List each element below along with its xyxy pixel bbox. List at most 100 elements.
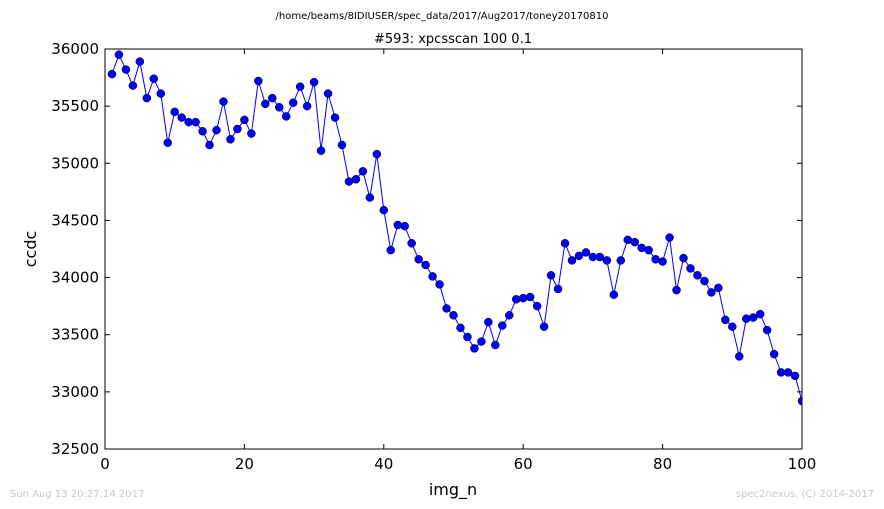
data-point <box>525 292 535 302</box>
data-series <box>107 50 802 406</box>
data-point <box>721 315 730 325</box>
data-point <box>560 239 570 248</box>
data-point <box>275 103 284 112</box>
y-tick-label: 33500 <box>51 326 99 344</box>
data-point <box>686 264 695 273</box>
data-point <box>741 314 751 323</box>
data-point <box>665 233 674 242</box>
y-axis-label: ccdc <box>21 231 40 268</box>
footer-timestamp: Sun Aug 13 20:27:14 2017 <box>10 489 144 500</box>
data-point <box>595 252 605 262</box>
x-tick-label: 40 <box>374 455 393 473</box>
data-point <box>386 245 396 255</box>
figure-suptitle: /home/beams/8IDIUSER/spec_data/2017/Aug2… <box>276 11 609 22</box>
data-point <box>254 76 263 86</box>
data-point <box>769 349 779 359</box>
data-point <box>797 396 802 406</box>
data-point <box>539 322 549 331</box>
data-point <box>247 129 256 138</box>
plot-frame <box>104 48 803 450</box>
data-point <box>240 115 249 125</box>
data-point <box>609 290 619 299</box>
data-point <box>302 101 312 111</box>
y-tick-label: 34000 <box>51 269 99 287</box>
data-point <box>191 117 200 127</box>
data-point <box>156 89 166 98</box>
y-tick-label: 32500 <box>51 440 99 458</box>
footer-credit: spec2nexus, (C) 2014-2017 <box>736 489 874 500</box>
data-point <box>219 97 228 106</box>
data-point <box>748 313 758 322</box>
data-point <box>358 167 368 176</box>
data-point <box>379 205 389 215</box>
data-point <box>630 237 639 247</box>
data-point <box>498 321 507 330</box>
data-point <box>177 113 186 122</box>
data-point <box>261 99 270 109</box>
data-point <box>400 221 409 231</box>
data-point <box>212 125 221 135</box>
data-point <box>281 112 291 121</box>
data-point <box>700 276 709 286</box>
data-point <box>226 135 235 144</box>
data-point <box>295 82 305 91</box>
data-point <box>107 69 117 79</box>
chart-title: #593: xpcsscan 100 0.1 <box>374 32 532 47</box>
data-point <box>644 245 653 255</box>
data-point <box>762 325 772 335</box>
data-point <box>463 332 472 342</box>
data-point <box>449 311 458 320</box>
data-point <box>309 77 319 87</box>
data-point <box>477 337 486 346</box>
data-point <box>421 260 430 270</box>
data-point <box>511 295 521 304</box>
plot-area <box>105 49 802 449</box>
data-point <box>714 283 723 293</box>
data-point <box>567 256 577 265</box>
data-point <box>491 340 500 350</box>
data-point <box>728 322 737 331</box>
data-point <box>365 193 375 202</box>
y-tick-label: 35000 <box>51 154 99 172</box>
data-point <box>518 293 528 303</box>
data-point <box>783 368 793 377</box>
data-point <box>414 255 423 264</box>
data-point <box>532 301 542 311</box>
data-point <box>393 220 402 230</box>
data-point <box>616 256 626 265</box>
y-tick-label: 36000 <box>51 40 99 58</box>
data-point <box>233 124 242 134</box>
data-point <box>114 50 124 59</box>
data-point <box>149 74 159 83</box>
data-point <box>755 309 765 319</box>
data-point <box>351 175 361 184</box>
data-point <box>553 284 563 294</box>
data-point <box>707 288 716 297</box>
data-point <box>268 93 277 103</box>
x-tick-label: 0 <box>100 455 110 473</box>
data-point <box>672 285 681 295</box>
x-tick-label: 20 <box>235 455 254 473</box>
data-point <box>163 138 172 147</box>
data-point <box>602 256 612 265</box>
data-point <box>456 323 465 333</box>
data-point <box>316 146 326 155</box>
y-tick-label: 33000 <box>51 383 99 401</box>
x-tick-label: 80 <box>653 455 672 473</box>
data-point <box>170 107 179 117</box>
data-point <box>679 253 688 263</box>
data-point <box>128 81 138 90</box>
data-point <box>407 239 416 248</box>
data-point <box>484 317 493 327</box>
data-point <box>790 371 800 381</box>
x-axis-label: img_n <box>429 480 477 500</box>
data-point <box>470 344 479 353</box>
data-point <box>330 113 340 122</box>
data-point <box>372 149 382 159</box>
data-point <box>435 280 444 289</box>
data-point <box>288 98 298 107</box>
data-point <box>428 272 437 281</box>
data-point <box>546 271 556 280</box>
axis-ticks: 0 20 40 60 80 100 32500 33000 33500 34000 34500 350… <box>51 40 816 473</box>
